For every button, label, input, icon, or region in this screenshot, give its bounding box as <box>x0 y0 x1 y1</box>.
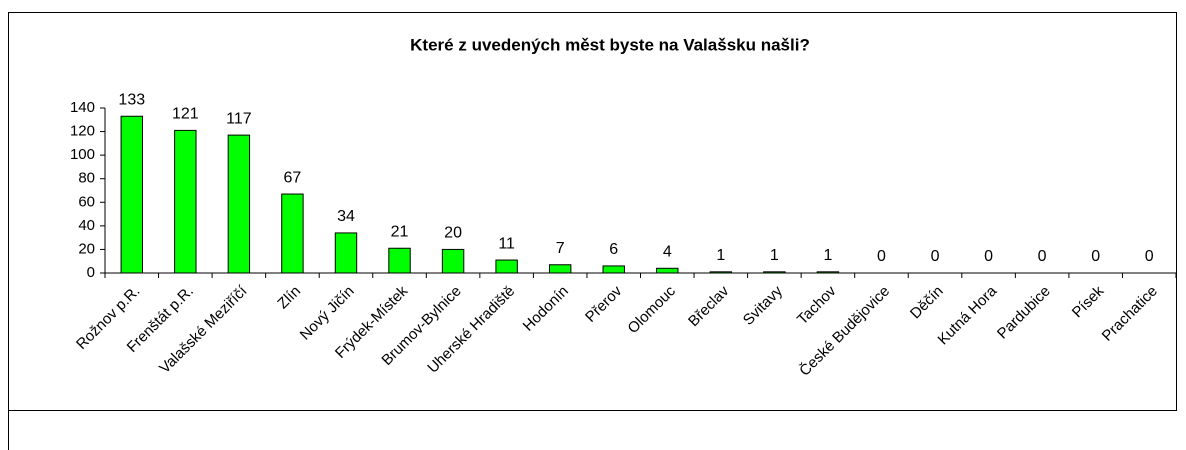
data-label: 133 <box>118 91 145 108</box>
x-tick-label: Zlín <box>274 283 304 313</box>
data-label: 67 <box>284 169 302 186</box>
x-tick-label: Prachatice <box>1099 283 1161 345</box>
x-tick-label: Olomouc <box>624 282 679 337</box>
y-tick-label: 140 <box>70 99 95 116</box>
bar <box>816 271 840 274</box>
data-label: 11 <box>498 235 515 252</box>
y-tick-label: 120 <box>70 123 95 140</box>
bar <box>709 271 733 274</box>
y-tick-label: 80 <box>78 170 95 187</box>
bar <box>656 267 679 274</box>
data-label: 0 <box>1091 248 1100 265</box>
bar <box>763 271 786 274</box>
bar <box>388 247 411 274</box>
y-tick-label: 40 <box>78 217 95 234</box>
data-label: 1 <box>823 247 832 264</box>
x-tick-label: Děčín <box>907 283 947 323</box>
x-tick-label: Pardubice <box>994 283 1054 343</box>
data-label: 0 <box>984 248 993 265</box>
bar <box>602 265 625 274</box>
bar <box>174 129 197 274</box>
data-label: 7 <box>556 240 565 257</box>
y-tick-label: 60 <box>78 193 95 210</box>
bar <box>495 259 518 274</box>
x-tick-label: Přerov <box>582 282 626 326</box>
chart-title: Které z uvedených měst byste na Valašsku… <box>410 35 810 54</box>
data-label: 1 <box>716 247 725 264</box>
x-tick-label: Svitavy <box>740 282 787 329</box>
bar <box>548 264 572 274</box>
data-label: 0 <box>877 248 886 265</box>
data-label: 34 <box>337 208 355 225</box>
y-tick-label: 20 <box>78 240 95 257</box>
x-tick-label: Hodonín <box>520 283 572 335</box>
data-label: 0 <box>931 248 940 265</box>
bar <box>227 134 251 274</box>
data-label: 21 <box>391 223 409 240</box>
data-label: 20 <box>444 225 462 242</box>
bar <box>120 115 143 274</box>
y-tick-label: 100 <box>70 146 95 163</box>
x-tick-label: Kutná Hora <box>935 282 1001 348</box>
data-label: 0 <box>1145 248 1154 265</box>
data-label: 1 <box>770 247 779 264</box>
y-tick-label: 0 <box>87 264 95 281</box>
bar <box>334 232 358 274</box>
x-tick-label: Písek <box>1069 282 1108 321</box>
data-label: 117 <box>226 110 252 127</box>
data-label: 0 <box>1038 248 1047 265</box>
x-tick-label: České Budějovice <box>796 283 893 380</box>
chart-frame <box>8 12 1177 411</box>
bar <box>441 248 465 274</box>
x-tick-label: Břeclav <box>685 282 733 330</box>
data-label: 121 <box>172 106 199 123</box>
bar <box>281 193 304 274</box>
data-label: 4 <box>663 244 672 261</box>
data-label: 6 <box>609 241 618 258</box>
x-tick-label: Tachov <box>794 282 840 328</box>
